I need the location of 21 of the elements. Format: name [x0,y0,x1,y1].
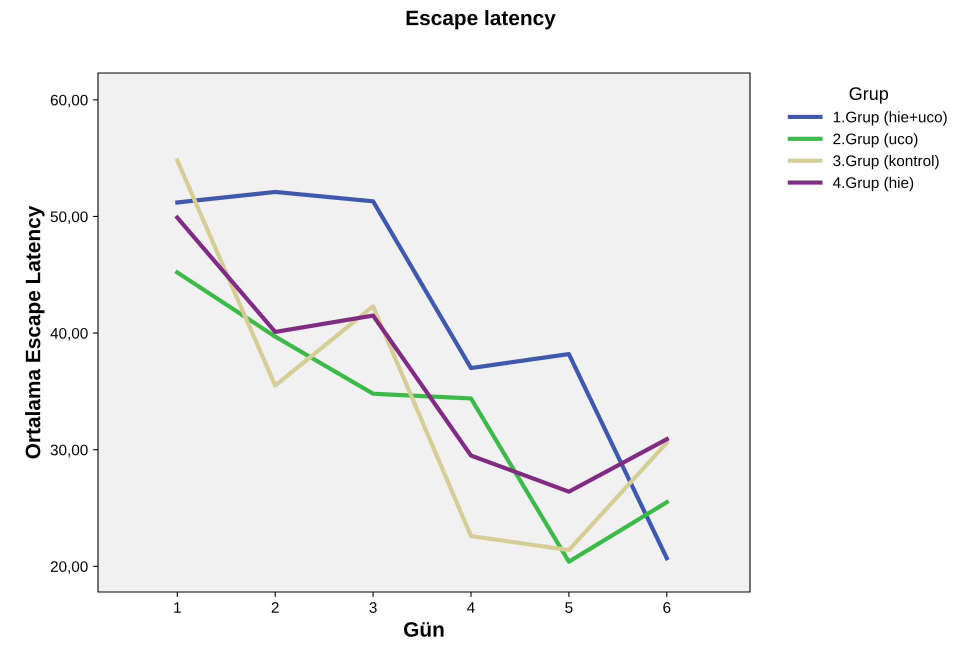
y-tick-label: 40,00 [50,328,88,341]
x-tick-label: 1 [174,602,181,613]
x-tick-label: 2 [272,602,279,613]
x-tick-label: 5 [565,602,572,613]
legend-title: Grup [850,87,888,104]
y-tick-label: 30,00 [50,444,88,458]
line-series [175,270,669,564]
x-tick-label: 4 [467,602,475,613]
line-series [175,216,669,494]
legend-label: 4.Grup (hie) [832,176,914,192]
legend-label: 1.Grup (hie+uco) [834,111,947,126]
chart-title: Escape latency [406,10,556,30]
x-axis-title: Gün [404,622,444,637]
legend-label: 3.Grup (kontrol) [833,154,939,170]
y-axis-title: Ortalama Escape Latency [25,206,44,458]
y-tick-label: 60,00 [50,94,88,108]
x-tick-label: 6 [663,602,670,613]
y-tick-label: 50,00 [50,211,88,224]
x-tick-label: 3 [369,602,377,613]
legend-label: 2.Grup (uco) [833,133,918,148]
y-tick-label: 20,00 [50,561,88,574]
